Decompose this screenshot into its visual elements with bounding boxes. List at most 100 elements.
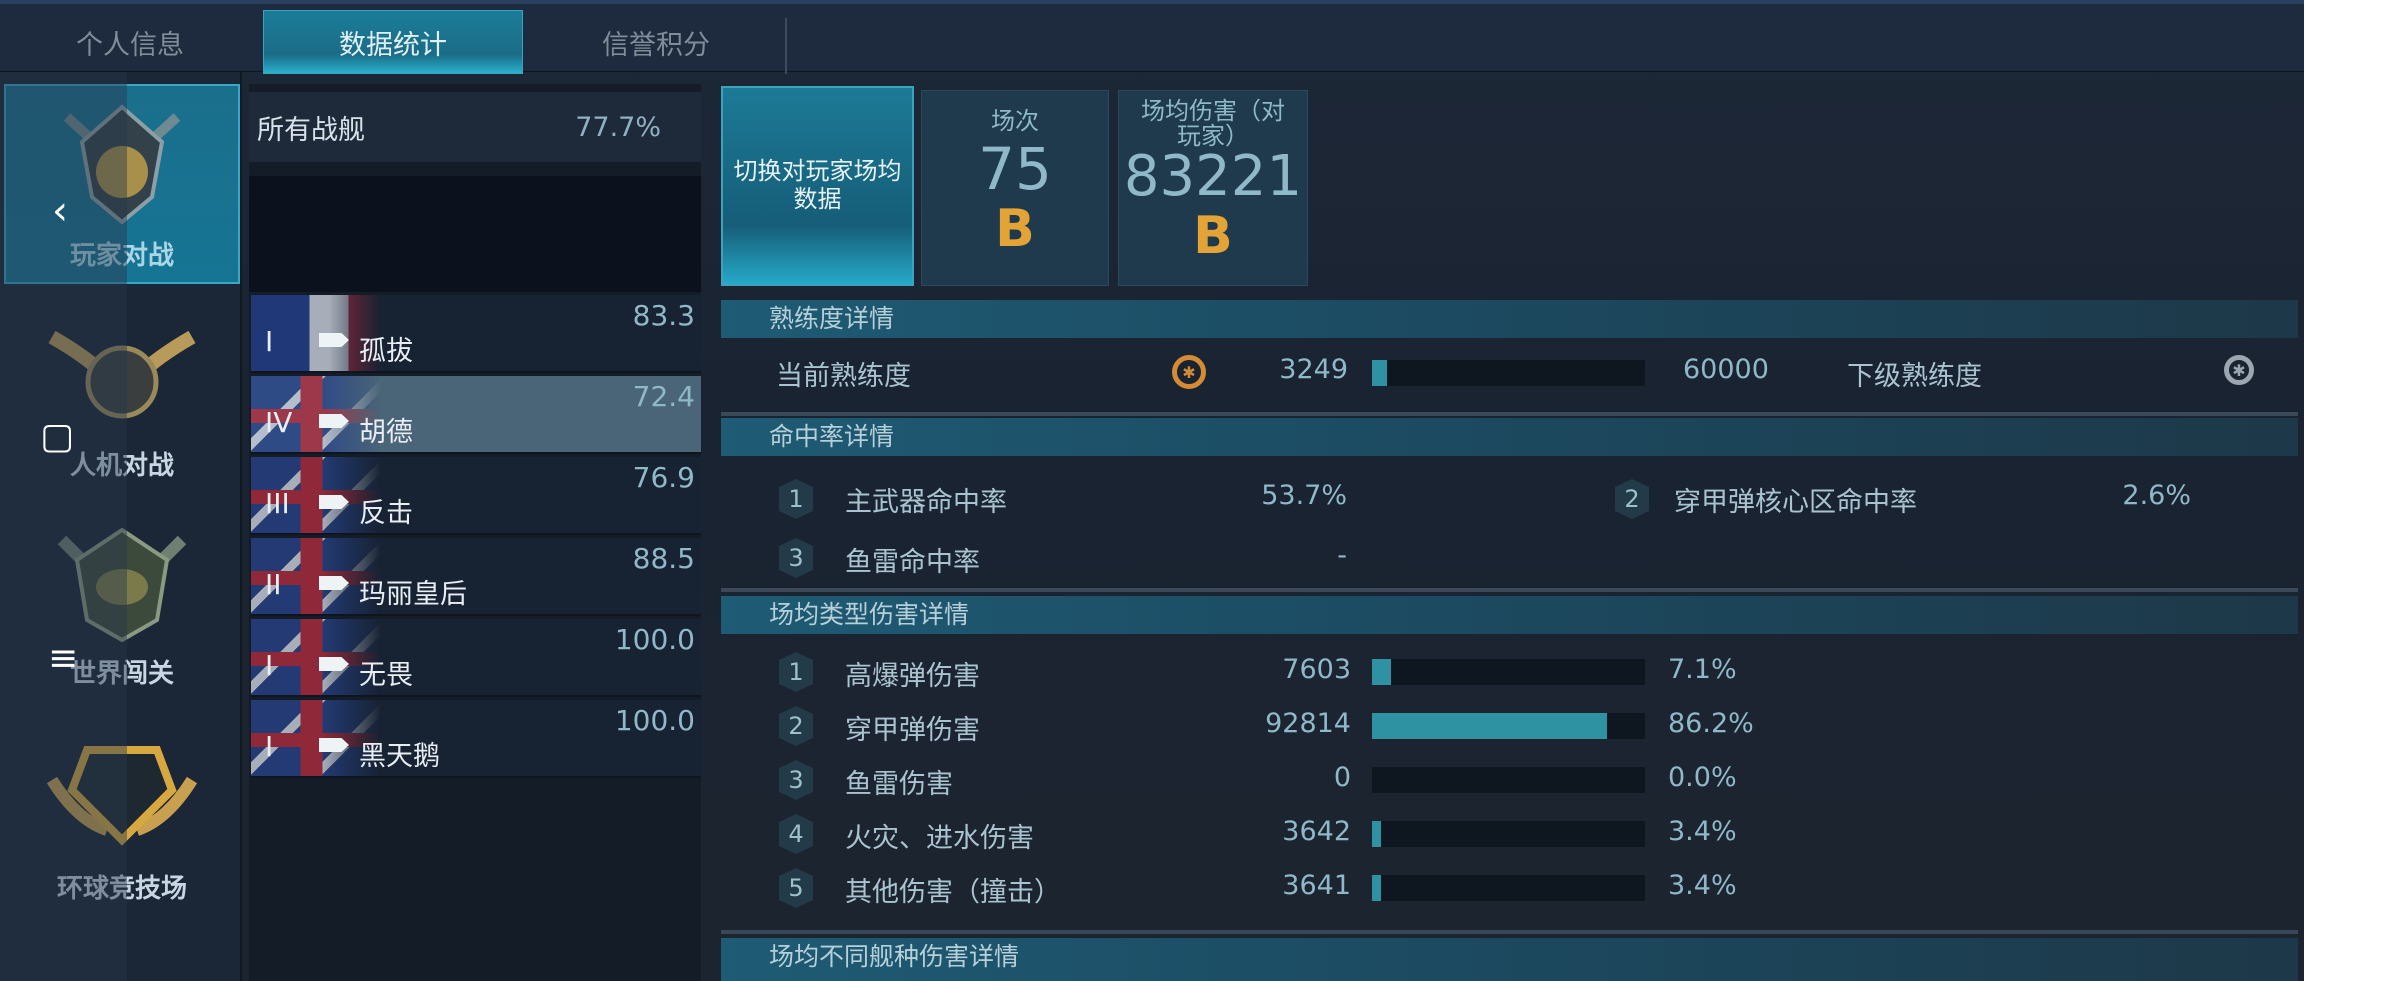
hit-rate-value: 2.6% [2122, 480, 2191, 511]
ship-tier: I [265, 730, 274, 763]
proficiency-progress-fill [1372, 360, 1387, 386]
damage-type-label: 其他伤害（撞击） [845, 877, 1061, 908]
tab-reputation[interactable]: 信誉积分 [602, 29, 710, 61]
number-badge: 1 [779, 479, 813, 519]
tab-data-stats[interactable]: 数据统计 [263, 10, 523, 74]
pvp-emblem-icon [63, 104, 181, 225]
sidebar-item-pve[interactable]: 人机对战 [4, 292, 240, 492]
section-divider [721, 588, 2298, 592]
damage-share-bar [1372, 659, 1645, 685]
damage-share-fill [1372, 713, 1608, 739]
ship-value: 88.5 [632, 542, 695, 575]
home-icon[interactable]: ▢ [40, 416, 75, 457]
next-proficiency-value: 60000 [1683, 354, 1769, 385]
damage-type-label: 鱼雷伤害 [845, 769, 953, 800]
number-badge: 4 [779, 814, 813, 854]
damage-share-fill [1372, 821, 1382, 847]
ship-row[interactable]: I 孤拔 83.3 [251, 295, 701, 373]
ship-name: 胡德 [359, 417, 413, 448]
ship-wheel-silver-icon: ✱ [2224, 355, 2254, 385]
nation-flag-icon [251, 457, 381, 533]
damage-type-percent: 3.4% [1668, 816, 1737, 847]
ship-name: 玛丽皇后 [359, 579, 467, 610]
nation-flag-icon [251, 700, 381, 776]
system-nav-overlay [0, 72, 127, 981]
ship-name: 反击 [359, 498, 413, 529]
number-badge: 1 [779, 652, 813, 692]
battles-stat: 场次 75 B [921, 90, 1109, 286]
current-proficiency-value: 3249 [1279, 354, 1348, 385]
damage-share-fill [1372, 875, 1382, 901]
ship-tier: II [265, 568, 282, 601]
damage-type-value: 3642 [1282, 816, 1351, 847]
switch-pvp-average-button[interactable]: 切换对玩家场均数据 [721, 86, 914, 286]
ship-class-icon [319, 576, 349, 590]
damage-share-bar [1372, 713, 1645, 739]
ship-class-icon [319, 738, 349, 752]
tab-personal-info[interactable]: 个人信息 [76, 29, 184, 61]
damage-share-fill [1372, 659, 1392, 685]
damage-types-header: 场均类型伤害详情 [721, 596, 2298, 634]
damage-share-bar [1372, 875, 1645, 901]
damage-type-percent: 7.1% [1668, 654, 1737, 685]
avg-damage-label: 场均伤害（对玩家） [1141, 97, 1285, 151]
damage-type-label: 高爆弹伤害 [845, 661, 980, 692]
battles-value: 75 [978, 135, 1052, 204]
avg-damage-stat: 场均伤害（对玩家） 83221 B [1118, 90, 1308, 286]
arena-emblem-icon [47, 746, 197, 846]
avg-damage-grade: B [1193, 206, 1233, 267]
ship-row[interactable]: IV 胡德 72.4 [251, 376, 701, 454]
number-badge: 5 [779, 868, 813, 908]
ship-class-icon [319, 414, 349, 428]
all-ships-value: 77.7% [575, 111, 661, 143]
damage-type-value: 0 [1333, 762, 1351, 793]
ship-row[interactable]: I 黑天鹅 100.0 [251, 700, 701, 778]
menu-icon[interactable]: ≡ [48, 638, 79, 679]
ship-name: 无畏 [359, 660, 413, 691]
next-proficiency-label: 下级熟练度 [1847, 361, 1982, 392]
ship-class-icon [319, 657, 349, 671]
sidebar-item-pvp[interactable]: 玩家对战 [4, 84, 240, 284]
nation-flag-icon [251, 538, 381, 614]
sidebar-item-arena[interactable]: 环球竞技场 [4, 715, 240, 915]
avg-damage-value: 83221 [1123, 144, 1303, 210]
ship-value: 100.0 [614, 623, 695, 656]
damage-share-bar [1372, 767, 1645, 793]
all-ships-row[interactable]: 所有战舰 77.7% [249, 92, 701, 162]
hit-rate-label: 主武器命中率 [845, 487, 1007, 518]
ship-value: 83.3 [632, 299, 695, 332]
damage-share-bar [1372, 821, 1645, 847]
number-badge: 2 [779, 706, 813, 746]
damage-type-label: 火灾、进水伤害 [845, 823, 1034, 854]
ship-value: 72.4 [632, 380, 695, 413]
ship-class-icon [319, 495, 349, 509]
number-badge: 3 [779, 538, 813, 578]
ship-class-icon [319, 333, 349, 347]
sidebar-item-world[interactable]: 世界闯关 [4, 500, 240, 700]
number-badge: 3 [779, 760, 813, 800]
back-icon[interactable]: ‹ [52, 188, 68, 234]
world-emblem-icon [57, 527, 187, 643]
ship-wheel-gold-icon: ✱ [1172, 355, 1206, 389]
battles-label: 场次 [991, 107, 1039, 135]
sidebar-item-label: 环球竞技场 [56, 874, 187, 904]
nation-flag-icon [251, 619, 381, 695]
hit-rate-value: 53.7% [1261, 480, 1347, 511]
ship-row[interactable]: III 反击 76.9 [251, 457, 701, 535]
ship-type-damage-header: 场均不同舰种伤害详情 [721, 938, 2298, 981]
ship-row[interactable]: I 无畏 100.0 [251, 619, 701, 697]
tab-divider [785, 18, 787, 74]
ship-tier: I [265, 649, 274, 682]
ship-row[interactable]: II 玛丽皇后 88.5 [251, 538, 701, 616]
ship-filter-area [249, 176, 701, 292]
damage-type-percent: 3.4% [1668, 870, 1737, 901]
app-window: 个人信息 数据统计 信誉积分 玩家对战 人机对战 世界闯关 环球竞技场 ‹ ▢ … [0, 0, 2304, 981]
damage-type-value: 7603 [1282, 654, 1351, 685]
all-ships-label: 所有战舰 [257, 114, 365, 146]
hit-rate-label: 穿甲弹核心区命中率 [1674, 487, 1917, 518]
proficiency-header: 熟练度详情 [721, 300, 2298, 338]
battles-grade: B [995, 199, 1035, 260]
damage-type-value: 92814 [1265, 708, 1351, 739]
sidebar-item-label: 玩家对战 [69, 241, 174, 271]
current-proficiency-label: 当前熟练度 [776, 361, 911, 392]
